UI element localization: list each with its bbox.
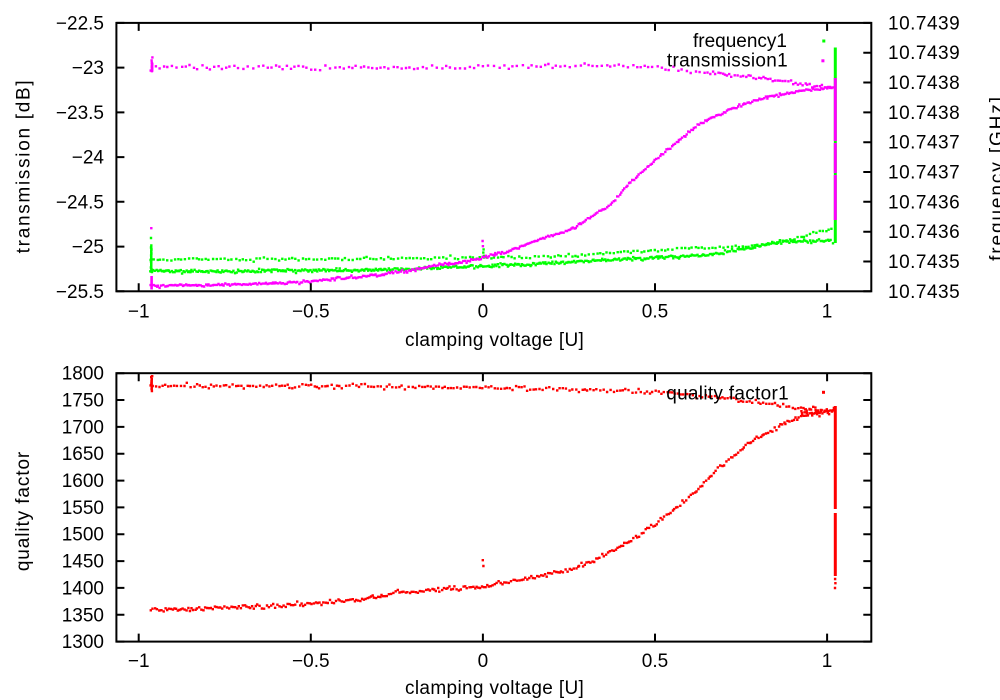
svg-text:1450: 1450 xyxy=(62,552,104,573)
svg-text:1400: 1400 xyxy=(62,578,104,599)
svg-text:−1: −1 xyxy=(128,302,150,323)
svg-text:transmission [dB]: transmission [dB] xyxy=(14,79,35,254)
svg-text:−22.5: −22.5 xyxy=(56,13,104,34)
svg-text:quality factor1: quality factor1 xyxy=(666,384,789,405)
svg-text:10.7439: 10.7439 xyxy=(888,43,960,64)
svg-text:0.5: 0.5 xyxy=(642,651,668,672)
svg-text:−23.5: −23.5 xyxy=(56,103,104,124)
svg-text:1300: 1300 xyxy=(62,632,104,653)
svg-text:−25: −25 xyxy=(72,237,104,258)
svg-text:10.7436: 10.7436 xyxy=(888,192,960,213)
svg-text:frequency1: frequency1 xyxy=(693,31,787,52)
svg-text:10.7439: 10.7439 xyxy=(888,13,960,34)
svg-text:1500: 1500 xyxy=(62,525,104,546)
svg-text:1700: 1700 xyxy=(62,417,104,438)
svg-text:−0.5: −0.5 xyxy=(292,651,330,672)
svg-text:0: 0 xyxy=(478,302,489,323)
svg-text:10.7435: 10.7435 xyxy=(888,252,960,273)
svg-text:10.7438: 10.7438 xyxy=(888,73,960,94)
svg-text:quality factor: quality factor xyxy=(13,451,34,571)
svg-text:1800: 1800 xyxy=(62,364,104,385)
svg-text:frequency [GHz]: frequency [GHz] xyxy=(987,95,1000,261)
svg-text:1350: 1350 xyxy=(62,605,104,626)
svg-text:1600: 1600 xyxy=(62,471,104,492)
svg-text:−24.5: −24.5 xyxy=(56,192,104,213)
svg-text:transmission1: transmission1 xyxy=(667,51,788,72)
svg-text:−24: −24 xyxy=(72,148,105,169)
svg-text:10.7435: 10.7435 xyxy=(888,282,960,303)
svg-text:10.7437: 10.7437 xyxy=(888,133,960,154)
svg-text:−0.5: −0.5 xyxy=(292,302,330,323)
svg-text:1: 1 xyxy=(822,651,833,672)
svg-text:clamping voltage [U]: clamping voltage [U] xyxy=(405,330,584,351)
svg-text:10.7437: 10.7437 xyxy=(888,163,960,184)
svg-text:1650: 1650 xyxy=(62,444,104,465)
svg-text:10.7436: 10.7436 xyxy=(888,222,960,243)
svg-text:10.7438: 10.7438 xyxy=(888,103,960,124)
svg-text:−1: −1 xyxy=(128,651,150,672)
svg-text:−25.5: −25.5 xyxy=(56,282,104,303)
svg-text:0.5: 0.5 xyxy=(642,302,668,323)
svg-text:0: 0 xyxy=(478,651,489,672)
svg-text:1750: 1750 xyxy=(62,391,104,412)
svg-text:−23: −23 xyxy=(72,58,104,79)
svg-text:clamping voltage [U]: clamping voltage [U] xyxy=(405,678,584,699)
svg-text:1: 1 xyxy=(822,302,833,323)
svg-text:1550: 1550 xyxy=(62,498,104,519)
